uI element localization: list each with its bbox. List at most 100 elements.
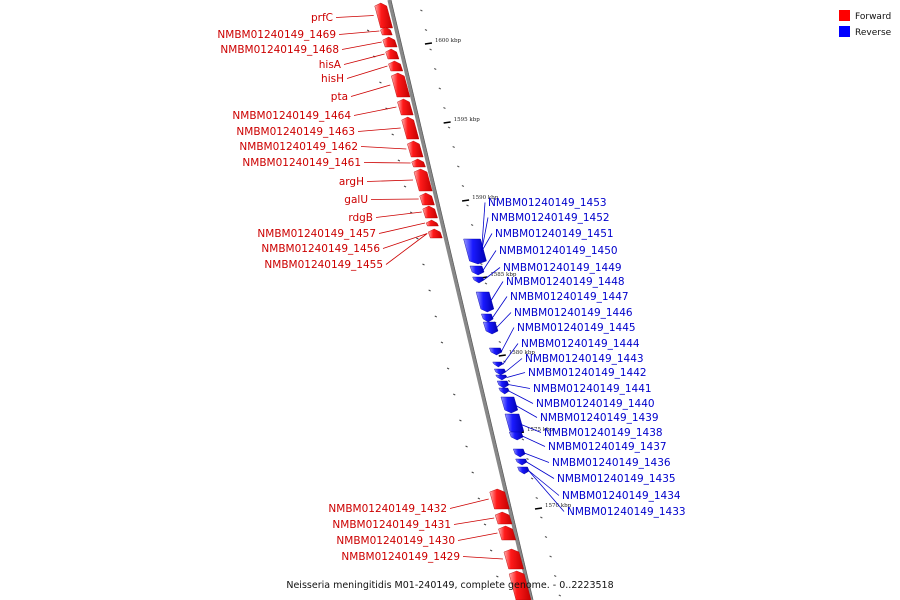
forward-gene-label: galU — [344, 194, 368, 206]
label-leader-line — [363, 162, 411, 164]
scale-dot — [540, 516, 543, 519]
forward-gene-label: NMBM01240149_1457 — [257, 228, 376, 240]
scale-dot — [549, 555, 552, 558]
label-leader-line — [508, 390, 534, 404]
label-leader-line — [350, 84, 391, 97]
forward-gene — [494, 511, 513, 525]
label-leader-line — [524, 452, 550, 463]
reverse-gene — [492, 361, 504, 368]
legend: Forward Reverse — [839, 10, 892, 38]
reverse-gene — [512, 448, 526, 458]
kbp-tick-label: 1575 kbp — [527, 427, 554, 433]
label-leader-line — [449, 498, 489, 509]
forward-gene — [385, 48, 400, 60]
scale-dot — [438, 87, 442, 90]
scale-dot — [521, 438, 525, 441]
label-leader-line — [482, 250, 497, 271]
forward-gene-label: NMBM01240149_1455 — [264, 259, 383, 271]
kbp-tick-mark — [498, 354, 506, 357]
label-leader-line — [501, 327, 515, 352]
scale-dot — [498, 341, 502, 343]
label-leader-line — [505, 358, 523, 373]
scale-dot — [420, 9, 423, 12]
map-caption: Neisseria meningitidis M01-240149, compl… — [286, 580, 613, 591]
reverse-gene — [489, 347, 503, 356]
scale-dot — [366, 29, 370, 32]
scale-dot — [424, 29, 428, 31]
forward-gene — [374, 2, 393, 29]
reverse-gene-label: NMBM01240149_1440 — [536, 398, 655, 410]
forward-gene-label: NMBM01240149_1456 — [261, 243, 380, 255]
label-leader-line — [378, 222, 426, 234]
scale-dot — [422, 263, 425, 266]
label-leader-line — [528, 470, 560, 496]
reverse-gene — [472, 276, 485, 284]
reverse-gene-label: NMBM01240149_1452 — [491, 212, 610, 224]
forward-gene-label: NMBM01240149_1431 — [332, 519, 451, 531]
forward-gene-label: NMBM01240149_1430 — [336, 535, 455, 547]
label-leader-line — [506, 372, 526, 378]
scale-dot — [535, 497, 538, 499]
scale-dot — [397, 159, 401, 162]
reverse-gene-label: NMBM01240149_1443 — [525, 353, 644, 365]
label-leader-line — [489, 281, 504, 303]
reverse-gene-label: NMBM01240149_1446 — [514, 307, 633, 319]
reverse-gene — [498, 387, 510, 395]
scale-dot — [446, 367, 450, 370]
reverse-gene — [469, 265, 485, 276]
scale-dot — [461, 185, 465, 187]
forward-gene-label: NMBM01240149_1462 — [239, 141, 358, 153]
scale-dot — [530, 477, 534, 480]
reverse-gene — [482, 321, 499, 335]
kbp-tick-label: 1590 kbp — [472, 195, 499, 201]
scale-dot — [391, 133, 394, 136]
scale-dot — [379, 81, 382, 84]
gene-labels: prfC NMBM01240149_1469 NMBM01240149_1468hi… — [217, 12, 685, 563]
forward-gene-label: rdgB — [348, 212, 373, 224]
label-leader-line — [346, 65, 388, 79]
forward-gene-label: hisH — [321, 73, 344, 85]
gene-features — [374, 2, 532, 600]
label-leader-line — [457, 532, 498, 541]
reverse-gene-label: NMBM01240149_1447 — [510, 291, 629, 303]
forward-gene — [422, 205, 438, 219]
reverse-gene — [494, 368, 507, 376]
label-leader-line — [522, 435, 546, 447]
forward-gene-label: NMBM01240149_1429 — [341, 551, 460, 563]
label-leader-line — [453, 517, 495, 525]
reverse-gene — [515, 458, 528, 466]
forward-gene-label: pta — [331, 91, 348, 103]
genome-backbone — [387, 0, 533, 600]
scale-dot — [558, 594, 562, 597]
reverse-gene-label: NMBM01240149_1436 — [552, 457, 671, 469]
label-leader-line — [375, 211, 422, 218]
reverse-gene-label: NMBM01240149_1441 — [533, 383, 652, 395]
reverse-gene-label: NMBM01240149_1433 — [567, 506, 686, 518]
label-leader-line — [481, 233, 493, 252]
reverse-gene — [500, 396, 518, 414]
label-leader-line — [343, 53, 385, 65]
reverse-gene-label: NMBM01240149_1449 — [503, 262, 622, 274]
legend-forward-label: Forward — [855, 12, 891, 22]
forward-gene-label: NMBM01240149_1468 — [220, 44, 339, 56]
label-leader-line — [491, 296, 508, 319]
scale-dot — [465, 445, 468, 448]
kbp-tick-mark — [461, 199, 470, 202]
forward-gene — [382, 36, 398, 48]
forward-gene — [407, 140, 424, 158]
scale-dot — [477, 497, 481, 500]
label-leader-line — [502, 343, 519, 365]
forward-gene — [388, 60, 404, 72]
forward-gene — [508, 570, 532, 600]
forward-gene — [413, 168, 433, 192]
scale-dot — [489, 549, 493, 552]
reverse-gene-label: NMBM01240149_1434 — [562, 490, 681, 502]
legend-forward-swatch — [839, 10, 850, 21]
reverse-gene — [481, 313, 494, 323]
kbp-tick-label: 1600 kbp — [435, 38, 462, 44]
scale-dot — [452, 146, 455, 148]
scale-dot — [453, 393, 456, 396]
label-leader-line — [335, 15, 374, 18]
scale-dot — [544, 536, 548, 538]
